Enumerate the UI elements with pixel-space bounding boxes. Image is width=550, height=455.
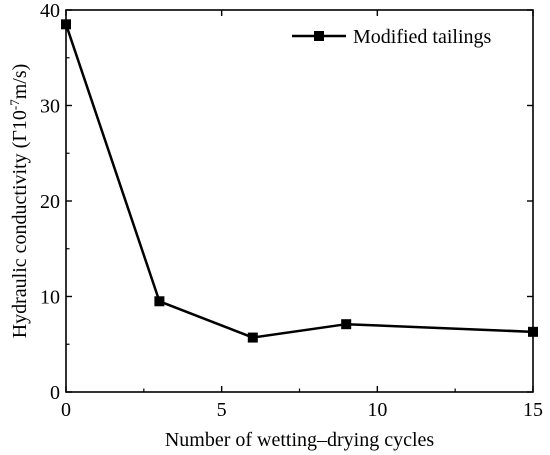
plot-frame	[65, 9, 534, 393]
legend: Modified tailings	[292, 26, 492, 48]
x-tick-label: 10	[367, 399, 387, 421]
data-point	[341, 319, 352, 330]
y-tick-label: 10	[40, 287, 60, 309]
y-tick-label: 30	[40, 96, 60, 118]
data-point	[154, 296, 165, 307]
axis-ticks	[65, 9, 534, 393]
x-axis-title: Number of wetting–drying cycles	[165, 429, 435, 451]
x-tick-label: 5	[217, 399, 227, 421]
y-tick-label: 0	[50, 382, 60, 404]
y-axis-title-suffix: m/s)	[9, 64, 31, 100]
y-tick-label: 40	[40, 0, 60, 22]
y-axis-title: Hydraulic conductivity (Γ10-7m/s)	[7, 64, 32, 339]
y-axis-title-prefix: Hydraulic conductivity (Γ10	[9, 110, 31, 338]
x-tick-label: 0	[61, 399, 71, 421]
data-point	[247, 332, 258, 343]
series-layer	[61, 19, 538, 343]
tick-labels: 0 5 10 15 0 10 20 30 40	[40, 0, 543, 421]
legend-marker-swatch	[314, 31, 324, 41]
series-line	[64, 23, 534, 339]
y-axis-title-exponent: -7	[7, 99, 22, 110]
legend-label: Modified tailings	[353, 26, 492, 48]
x-tick-label: 15	[523, 399, 543, 421]
y-tick-label: 20	[40, 191, 60, 213]
